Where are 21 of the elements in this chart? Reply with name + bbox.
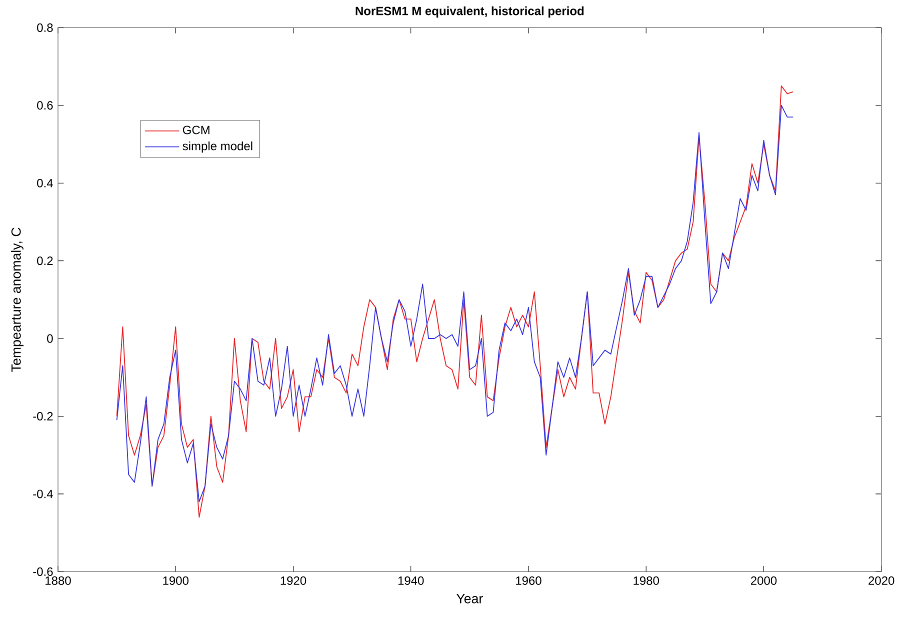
x-tick-label: 1980 — [634, 576, 659, 585]
y-tick-label: 0 — [47, 334, 53, 343]
x-tick-label: 1900 — [163, 576, 188, 585]
chart-title: NorESM1 M equivalent, historical period — [356, 6, 584, 18]
x-tick-label: 1920 — [280, 576, 306, 585]
y-tick-label: 0.6 — [37, 101, 53, 110]
x-tick-label: 2000 — [750, 576, 777, 585]
y-axis-title: Tempearture anomaly, C — [11, 228, 24, 372]
y-tick-label: -0.4 — [33, 490, 53, 498]
x-tick-label: 2020 — [868, 576, 894, 585]
legend-label: simple model — [182, 141, 252, 153]
legend-label: GCM — [182, 126, 210, 134]
x-tick-label: 1960 — [516, 576, 542, 585]
y-tick-label: 0.4 — [37, 178, 53, 188]
x-tick-label: 1880 — [46, 576, 71, 585]
x-tick-label: 1940 — [398, 576, 424, 585]
y-tick-label: -0.2 — [33, 412, 53, 420]
y-tick-label: 0.2 — [37, 256, 53, 266]
y-tick-label: -0.6 — [33, 567, 53, 576]
y-tick-label: 0.8 — [37, 23, 53, 32]
x-axis-title: Year — [456, 594, 483, 604]
